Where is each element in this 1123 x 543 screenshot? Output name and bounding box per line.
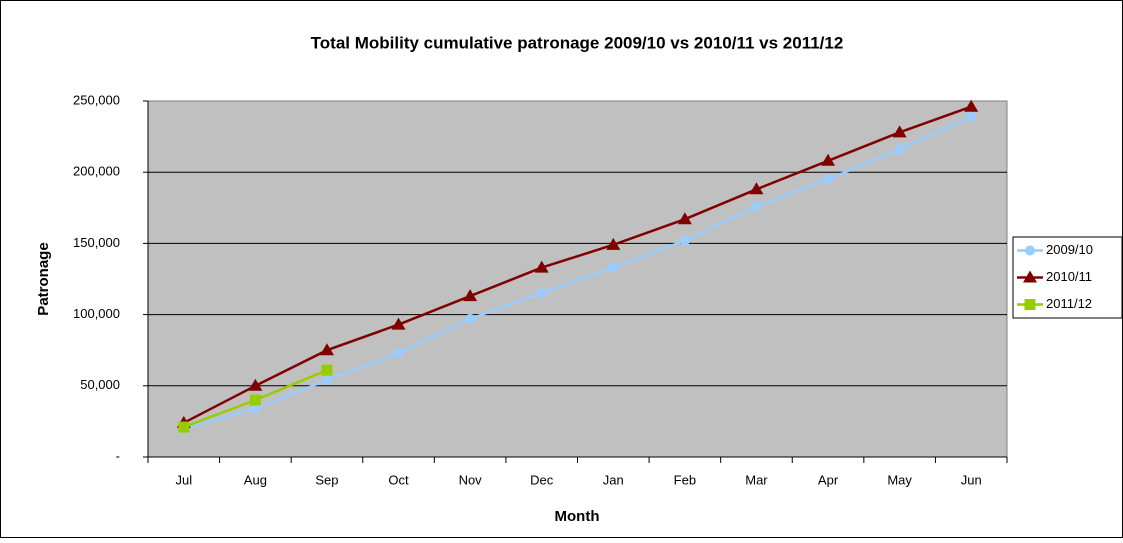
marker (1025, 245, 1035, 256)
y-tick-label: - (116, 448, 120, 463)
y-tick-label: 200,000 (73, 164, 120, 179)
marker (821, 153, 836, 166)
marker (321, 364, 333, 376)
x-tick-label: Mar (745, 472, 768, 487)
marker (1024, 299, 1036, 310)
marker (892, 125, 907, 138)
x-tick-label: Jul (175, 472, 192, 487)
marker (608, 262, 619, 273)
marker (966, 111, 977, 122)
y-tick-label: 100,000 (73, 306, 120, 321)
plot-area (147, 100, 1008, 458)
x-tick-label: Apr (818, 472, 839, 487)
marker (391, 317, 406, 330)
x-tick-label: May (887, 472, 912, 487)
x-tick-label: Feb (674, 472, 696, 487)
y-tick-label: 250,000 (73, 92, 120, 107)
chart-title: Total Mobility cumulative patronage 2009… (311, 33, 844, 52)
x-axis-title: Month (555, 508, 600, 525)
x-tick-label: Oct (388, 472, 409, 487)
marker (178, 421, 190, 433)
marker (964, 99, 979, 112)
marker (248, 378, 263, 391)
x-tick-label: Dec (530, 472, 554, 487)
marker (321, 375, 332, 386)
marker (319, 343, 334, 356)
y-tick-label: 150,000 (73, 235, 120, 250)
y-tick-label: 50,000 (80, 377, 120, 392)
marker (823, 174, 834, 185)
marker (606, 237, 621, 250)
y-axis-title: Patronage (35, 242, 52, 315)
marker (249, 394, 261, 406)
marker (465, 313, 476, 324)
marker (677, 212, 692, 225)
marker (751, 201, 762, 212)
marker (749, 182, 764, 195)
marker (250, 403, 261, 414)
x-tick-label: Sep (315, 472, 338, 487)
legend-label: 2011/12 (1046, 296, 1092, 311)
marker (679, 235, 690, 246)
marker (393, 348, 404, 359)
x-tick-label: Jun (961, 472, 982, 487)
x-tick-label: Nov (459, 472, 483, 487)
legend-label: 2010/11 (1046, 269, 1092, 284)
marker (463, 289, 478, 302)
marker (1023, 270, 1037, 283)
marker (536, 288, 547, 299)
x-tick-label: Aug (244, 472, 267, 487)
marker (894, 144, 905, 155)
series-line (183, 105, 972, 424)
marker (534, 260, 549, 273)
legend-label: 2009/10 (1046, 242, 1093, 257)
series-line (183, 115, 972, 430)
x-tick-label: Jan (603, 472, 624, 487)
